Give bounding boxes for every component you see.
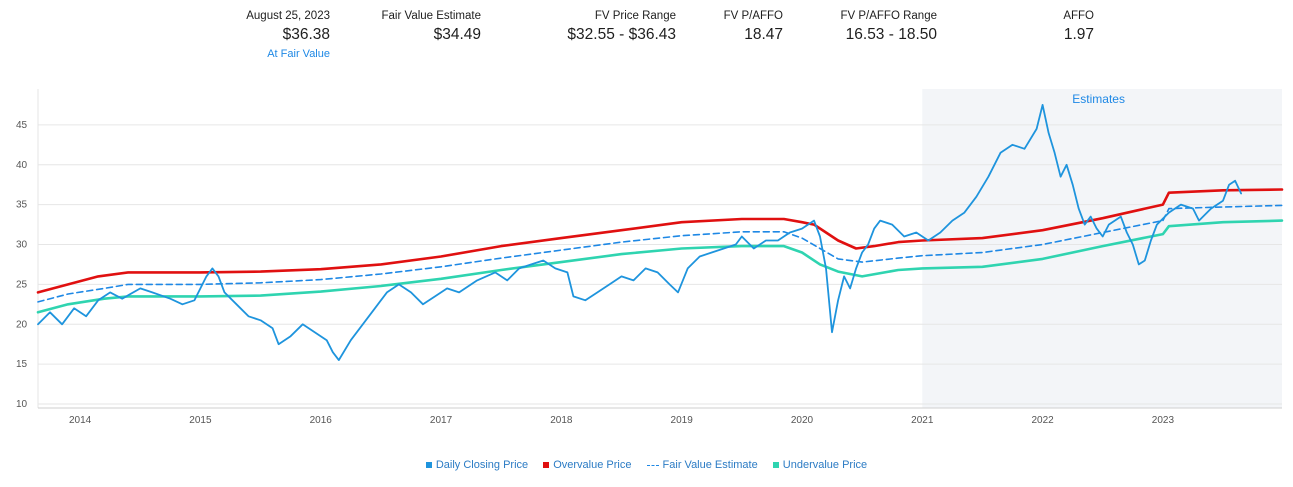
x-tick-label: 2022: [1031, 415, 1054, 426]
x-tick-label: 2018: [550, 415, 573, 426]
series-daily-closing-price: [37, 104, 1242, 361]
y-tick-label: 15: [16, 359, 28, 370]
estimates-label: Estimates: [1072, 92, 1125, 106]
header-fv-price-range: FV Price Range $32.55 - $36.43: [567, 10, 676, 44]
fv-p-affo-range-label: FV P/AFFO Range: [840, 10, 937, 22]
x-tick-label: 2023: [1152, 415, 1175, 426]
y-axis: 10 15 20 25 30 35 40 45: [16, 120, 28, 410]
fv-p-affo-range-value: 16.53 - 18.50: [845, 26, 937, 43]
legend-item-price[interactable]: Daily Closing Price: [425, 459, 529, 471]
fair-value-status: At Fair Value: [267, 48, 330, 60]
header-date: August 25, 2023 $36.38 At Fair Value: [246, 10, 330, 60]
legend-label-undervalue: Undervalue Price: [782, 459, 868, 471]
y-tick-label: 40: [16, 160, 28, 171]
fv-p-affo-value: 18.47: [744, 26, 783, 43]
x-tick-label: 2021: [911, 415, 934, 426]
x-axis: 2014 2015 2016 2017 2018 2019 2020 2021 2022 2023: [69, 415, 1174, 426]
affo-value: 1.97: [1063, 26, 1094, 43]
y-tick-label: 20: [16, 319, 28, 330]
fv-p-affo-label: FV P/AFFO: [723, 10, 783, 22]
x-tick-label: 2020: [791, 415, 814, 426]
x-tick-label: 2015: [189, 415, 212, 426]
y-tick-label: 45: [16, 120, 28, 131]
fv-price-range-value: $32.55 - $36.43: [567, 26, 676, 43]
legend-item-fair-value[interactable]: Fair Value Estimate: [646, 459, 758, 471]
legend-swatch-fair-value: [646, 464, 659, 466]
grid-lines: [37, 89, 1282, 409]
chart-legend: Daily Closing Price Overvalue Price Fair…: [0, 459, 1293, 471]
legend-label-price: Daily Closing Price: [435, 459, 529, 471]
header-fv-p-affo: FV P/AFFO 18.47: [724, 10, 783, 44]
header-affo: AFFO 1.97: [1063, 10, 1094, 44]
y-tick-label: 10: [16, 399, 28, 410]
fv-price-range-label: FV Price Range: [594, 10, 676, 22]
fair-value-label: Fair Value Estimate: [381, 10, 482, 22]
affo-label: AFFO: [1063, 10, 1094, 22]
current-price: $36.38: [282, 26, 330, 43]
date-label: August 25, 2023: [246, 10, 330, 22]
estimates-region: [922, 89, 1282, 408]
legend-swatch-overvalue: [543, 462, 550, 469]
legend-item-undervalue[interactable]: Undervalue Price: [772, 459, 868, 471]
series-layer: [36, 104, 1284, 361]
x-tick-label: 2014: [69, 415, 92, 426]
legend-label-fair-value: Fair Value Estimate: [662, 459, 758, 471]
series-undervalue-price: [36, 219, 1284, 314]
series-overvalue-price: [36, 188, 1284, 294]
x-tick-label: 2016: [310, 415, 333, 426]
y-tick-label: 30: [16, 240, 28, 251]
legend-swatch-price: [425, 462, 432, 469]
y-tick-label: 25: [16, 279, 28, 290]
x-tick-label: 2017: [430, 415, 453, 426]
legend-item-overvalue[interactable]: Overvalue Price: [543, 459, 631, 471]
legend-label-overvalue: Overvalue Price: [553, 459, 632, 471]
header-fv-p-affo-range: FV P/AFFO Range 16.53 - 18.50: [840, 10, 937, 44]
header-fair-value: Fair Value Estimate $34.49: [382, 10, 482, 44]
y-tick-label: 35: [16, 200, 28, 211]
fair-value-value: $34.49: [433, 26, 481, 43]
x-tick-label: 2019: [671, 415, 694, 426]
legend-swatch-undervalue: [772, 462, 779, 469]
series-fair-value-estimate: [37, 204, 1283, 303]
